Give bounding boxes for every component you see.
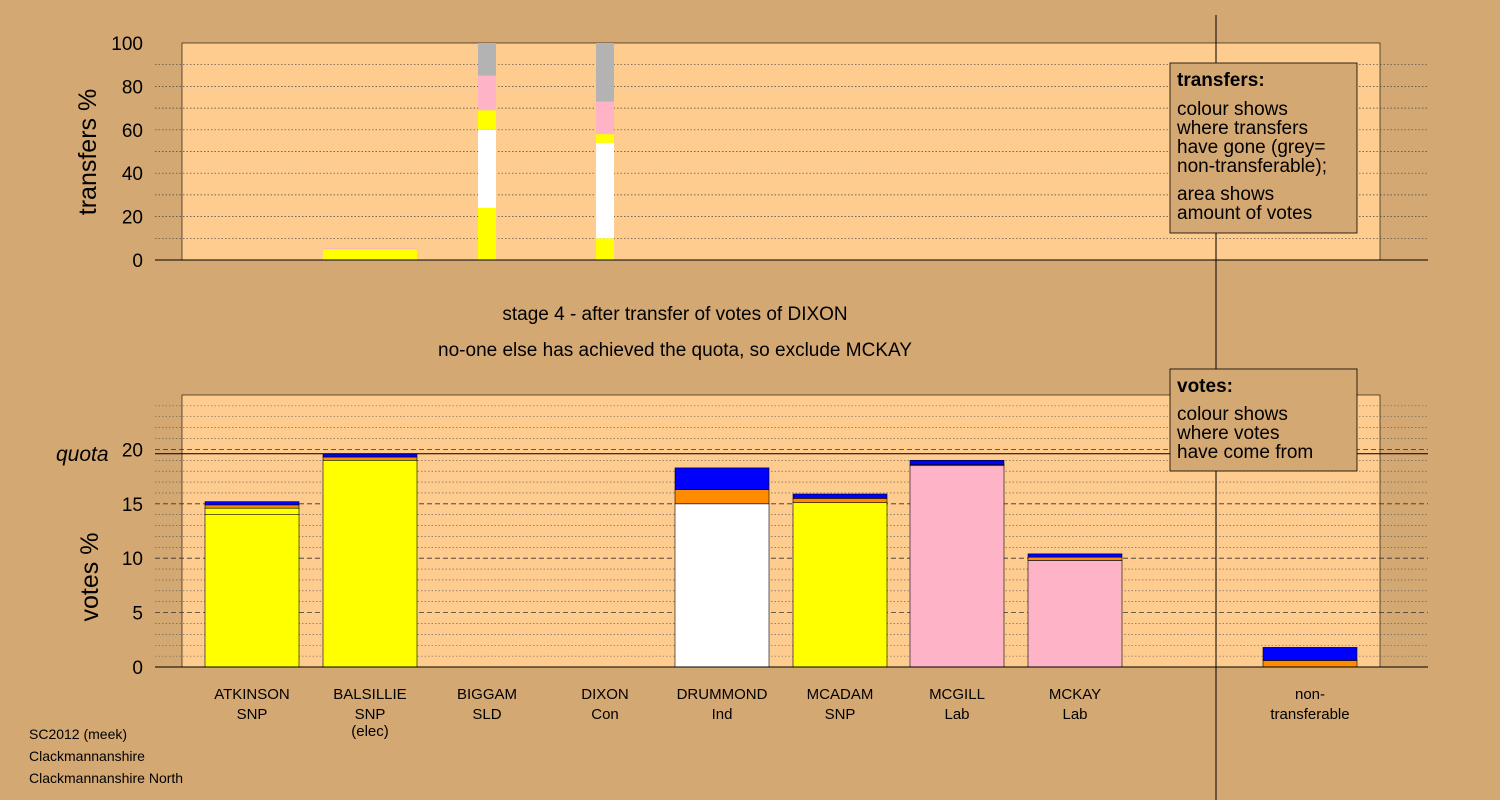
footer-method: SC2012 (meek) [29, 726, 127, 742]
vote-segment-balsillie [322, 456, 418, 461]
transfers-legend-line: amount of votes [1177, 203, 1312, 224]
candidate-party: Lab [944, 706, 969, 723]
vote-segment-mcadam [792, 502, 888, 668]
transfers-y-tick-label: 100 [111, 34, 143, 55]
votes-legend-box [1169, 368, 1358, 472]
nontransferable-label: transferable [1270, 706, 1349, 723]
transfer-segment-dixon [596, 134, 614, 143]
transfer-segment-biggam [478, 110, 496, 130]
votes-legend-line: where votes [1176, 423, 1279, 444]
vote-segment-drummond [674, 503, 770, 668]
votes-y-tick-label: 0 [132, 658, 143, 679]
transfers-y-tick-label: 20 [122, 208, 143, 229]
candidate-party: Con [591, 706, 619, 723]
candidate-name: MCGILL [929, 686, 985, 703]
transfers-legend: transfers: colour shows where transfers … [1169, 62, 1358, 234]
votes-y-tick-label: 10 [122, 549, 143, 570]
candidate-party: SLD [472, 706, 501, 723]
candidate-party: Ind [712, 706, 733, 723]
transfers-legend-line: area shows [1177, 184, 1274, 205]
candidate-party: SNP [825, 706, 856, 723]
transfers-y-tick-label: 40 [122, 164, 143, 185]
vote-segment-mcgill [909, 459, 1005, 465]
transfer-segment-biggam [478, 43, 496, 76]
transfer-segment-biggam [478, 207, 496, 260]
candidate-party: SNP [355, 706, 386, 723]
transfer-segment-dixon [596, 238, 614, 260]
footer-council: Clackmannanshire [29, 748, 145, 764]
transfers-bars [323, 43, 614, 260]
transfers-y-axis-label: transfers % [74, 89, 102, 215]
transfer-segment-dixon [596, 43, 614, 102]
vote-segment-balsillie [322, 459, 418, 668]
transfer-segment-dixon [596, 142, 614, 239]
vote-segment-mckay [1027, 553, 1123, 558]
transfers-y-tick-label: 60 [122, 121, 143, 142]
candidate-name: MCADAM [807, 686, 874, 703]
votes-legend: votes: colour shows where votes have com… [1169, 368, 1358, 472]
vote-segment-mcgill [909, 465, 1005, 668]
votes-y-axis-label: votes % [76, 533, 104, 622]
votes-y-tick-label: 5 [132, 604, 143, 625]
vote-segment-non-transferable [1262, 660, 1358, 668]
votes-bars [204, 453, 1358, 668]
transfers-legend-line: non-transferable); [1177, 156, 1327, 177]
candidate-party: SNP [237, 706, 268, 723]
vote-segment-atkinson [204, 514, 300, 668]
votes-legend-title: votes: [1177, 376, 1233, 397]
vote-segment-atkinson [204, 507, 300, 515]
transfer-segment-biggam [478, 75, 496, 111]
transfer-segment-balsillie [323, 248, 417, 250]
transfers-y-ticks: 0 20 40 60 80 100 [111, 34, 143, 272]
candidate-name: ATKINSON [214, 686, 290, 703]
vote-segment-atkinson [204, 504, 300, 509]
candidate-name: BALSILLIE [333, 686, 406, 703]
votes-legend-line: have come from [1177, 442, 1313, 463]
vote-segment-non-transferable [1262, 647, 1358, 661]
candidate-name: DIXON [581, 686, 629, 703]
quota-label: quota [56, 443, 109, 466]
candidate-status: (elec) [351, 723, 389, 740]
candidate-name: MCKAY [1049, 686, 1101, 703]
vote-segment-drummond [674, 467, 770, 490]
transfers-legend-line: have gone (grey= [1177, 137, 1325, 158]
vote-segment-mckay [1027, 560, 1123, 668]
vote-segment-mcadam [792, 498, 888, 504]
candidate-party: Lab [1062, 706, 1087, 723]
votes-y-tick-label: 20 [122, 440, 143, 461]
votes-y-tick-label: 15 [122, 495, 143, 516]
vote-segment-atkinson [204, 501, 300, 506]
votes-legend-line: colour shows [1177, 404, 1288, 425]
transfers-legend-box [1169, 62, 1358, 234]
nontransferable-label: non- [1295, 686, 1325, 703]
candidate-name: DRUMMOND [677, 686, 768, 703]
vote-segment-mckay [1027, 556, 1123, 561]
footer-ward: Clackmannanshire North [29, 770, 183, 786]
transfer-segment-biggam [478, 129, 496, 208]
transfers-legend-line: where transfers [1176, 118, 1308, 139]
candidate-name: BIGGAM [457, 686, 517, 703]
stage-decision: no-one else has achieved the quota, so e… [438, 340, 912, 361]
transfers-y-tick-label: 80 [122, 77, 143, 98]
candidate-labels: ATKINSONSNPBALSILLIESNP(elec)BIGGAMSLDDI… [214, 686, 1349, 740]
transfers-legend-line: colour shows [1177, 99, 1288, 120]
transfers-legend-title: transfers: [1177, 70, 1265, 91]
vote-segment-mcadam [792, 493, 888, 499]
transfer-segment-dixon [596, 101, 614, 135]
transfers-y-tick-label: 0 [132, 251, 143, 272]
votes-y-ticks: 0 5 10 15 20 [122, 440, 143, 679]
stage-description: stage 4 - after transfer of votes of DIX… [502, 304, 847, 325]
transfer-segment-balsillie [323, 249, 417, 260]
vote-segment-drummond [674, 489, 770, 505]
